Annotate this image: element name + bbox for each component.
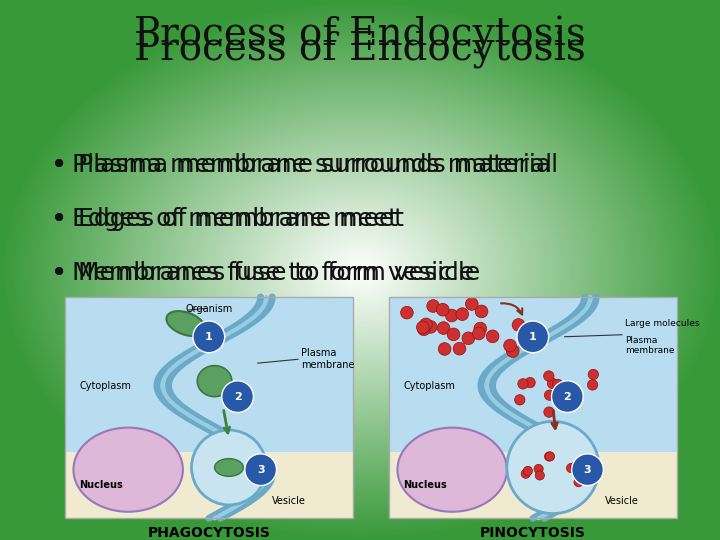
- Text: 1: 1: [529, 332, 536, 342]
- Polygon shape: [65, 297, 353, 518]
- Text: •: •: [50, 151, 67, 179]
- Text: 2: 2: [234, 392, 241, 402]
- Text: Process of Endocytosis: Process of Endocytosis: [134, 16, 586, 54]
- Text: 2: 2: [564, 392, 571, 402]
- Text: PINOCYTOSIS: PINOCYTOSIS: [480, 526, 586, 540]
- Circle shape: [562, 386, 572, 396]
- Circle shape: [553, 379, 563, 389]
- Circle shape: [400, 306, 413, 319]
- Circle shape: [447, 328, 460, 341]
- Circle shape: [515, 395, 525, 405]
- Ellipse shape: [166, 311, 205, 336]
- Circle shape: [567, 463, 576, 472]
- Text: Plasma
membrane: Plasma membrane: [301, 348, 354, 370]
- Circle shape: [544, 452, 554, 461]
- Circle shape: [438, 343, 451, 355]
- Text: •: •: [50, 259, 67, 287]
- Polygon shape: [389, 297, 677, 518]
- Circle shape: [535, 471, 544, 480]
- Circle shape: [453, 342, 466, 355]
- Ellipse shape: [215, 458, 243, 476]
- Text: 3: 3: [584, 465, 591, 475]
- Text: Plasma
membrane: Plasma membrane: [625, 336, 675, 355]
- Text: Large molecules: Large molecules: [625, 319, 699, 328]
- Circle shape: [525, 377, 535, 388]
- Circle shape: [547, 379, 558, 389]
- Circle shape: [507, 421, 599, 514]
- Circle shape: [424, 321, 437, 333]
- Circle shape: [588, 369, 598, 380]
- Circle shape: [523, 466, 533, 476]
- Circle shape: [534, 464, 544, 474]
- Circle shape: [574, 477, 583, 487]
- Circle shape: [462, 332, 474, 345]
- Circle shape: [222, 381, 253, 413]
- Text: Cytoplasm: Cytoplasm: [79, 381, 131, 390]
- Text: Organism: Organism: [185, 303, 233, 314]
- Text: 3: 3: [257, 465, 264, 475]
- Text: •: •: [50, 259, 67, 287]
- Text: •: •: [50, 205, 67, 233]
- Circle shape: [570, 462, 580, 471]
- Text: •: •: [50, 205, 67, 233]
- Circle shape: [193, 321, 225, 353]
- Ellipse shape: [397, 428, 507, 512]
- Circle shape: [558, 397, 569, 408]
- Circle shape: [436, 303, 449, 316]
- Circle shape: [418, 323, 431, 336]
- Text: Edges of membrane meet: Edges of membrane meet: [78, 207, 405, 231]
- Circle shape: [506, 345, 519, 357]
- Text: Cytoplasm: Cytoplasm: [403, 381, 455, 390]
- Circle shape: [544, 371, 554, 381]
- Text: Nucleus: Nucleus: [79, 480, 123, 490]
- Circle shape: [192, 430, 266, 505]
- Circle shape: [446, 309, 458, 322]
- Circle shape: [474, 322, 487, 335]
- Circle shape: [518, 379, 528, 389]
- Text: Membranes fuse to form vesicle: Membranes fuse to form vesicle: [73, 261, 474, 285]
- Circle shape: [465, 298, 478, 310]
- Text: Membranes fuse to form vesicle: Membranes fuse to form vesicle: [78, 261, 481, 285]
- Circle shape: [420, 318, 432, 331]
- Circle shape: [544, 390, 555, 400]
- Circle shape: [544, 407, 554, 417]
- Circle shape: [456, 308, 469, 320]
- Circle shape: [486, 330, 499, 343]
- Text: •: •: [50, 151, 67, 179]
- Text: Plasma membrane surrounds material: Plasma membrane surrounds material: [78, 153, 559, 177]
- Circle shape: [472, 327, 485, 340]
- Text: 1: 1: [205, 332, 212, 342]
- Ellipse shape: [197, 366, 232, 396]
- Circle shape: [504, 339, 516, 352]
- Circle shape: [575, 464, 584, 473]
- Polygon shape: [389, 297, 677, 452]
- Text: Nucleus: Nucleus: [403, 480, 447, 490]
- Text: Vesicle: Vesicle: [272, 496, 306, 505]
- Circle shape: [416, 321, 429, 334]
- Text: Edges of membrane meet: Edges of membrane meet: [73, 207, 398, 231]
- Polygon shape: [65, 297, 353, 452]
- Circle shape: [517, 321, 549, 353]
- Text: PHAGOCYTOSIS: PHAGOCYTOSIS: [148, 526, 270, 540]
- Circle shape: [588, 380, 598, 390]
- Circle shape: [437, 322, 450, 334]
- Circle shape: [245, 454, 276, 485]
- Circle shape: [521, 469, 531, 478]
- Ellipse shape: [73, 428, 183, 512]
- Circle shape: [512, 319, 525, 331]
- Circle shape: [572, 454, 603, 485]
- Circle shape: [552, 381, 583, 413]
- Circle shape: [427, 300, 439, 312]
- Text: Vesicle: Vesicle: [605, 496, 639, 505]
- Text: Plasma membrane surrounds material: Plasma membrane surrounds material: [73, 153, 552, 177]
- Text: Process of Endocytosis: Process of Endocytosis: [134, 31, 586, 69]
- Circle shape: [546, 452, 554, 461]
- Circle shape: [475, 305, 488, 318]
